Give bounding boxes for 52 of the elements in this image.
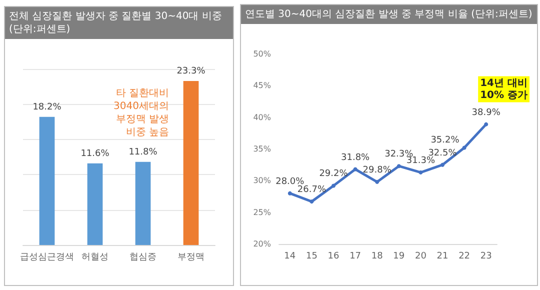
bar xyxy=(135,162,151,245)
y-tick-label: 40% xyxy=(253,112,272,122)
x-tick-label: 22 xyxy=(458,252,470,262)
y-tick-label: 20% xyxy=(253,240,272,248)
data-label: 26.7% xyxy=(297,185,326,196)
y-tick-label: 30% xyxy=(253,176,272,186)
x-tick-label: 급성심근경색 xyxy=(20,252,74,262)
bar xyxy=(39,116,55,245)
x-tick-label: 23 xyxy=(480,252,492,262)
chart-subtitle: (단위:퍼센트) xyxy=(9,24,70,35)
data-label: 23.3% xyxy=(176,66,206,76)
x-tick-label: 15 xyxy=(306,252,318,262)
x-tick-label: 17 xyxy=(350,252,362,262)
data-label: 11.6% xyxy=(80,148,110,159)
point xyxy=(418,170,423,174)
point xyxy=(288,191,292,196)
x-tick-label: 14 xyxy=(284,252,296,262)
point xyxy=(353,167,358,172)
x-tick-label: 협심증 xyxy=(130,252,156,262)
x-tick-label: 허혈성 xyxy=(82,252,108,262)
x-tick-label: 21 xyxy=(436,252,448,262)
y-tick-label: 25% xyxy=(253,208,272,217)
y-tick-label: 35% xyxy=(253,144,272,154)
data-label: 31.8% xyxy=(341,152,370,163)
data-label: 31.3% xyxy=(406,156,436,166)
x-tick-label: 20 xyxy=(414,252,427,262)
data-label: 29.2% xyxy=(319,169,348,180)
point xyxy=(310,200,314,204)
y-tick-label: 45% xyxy=(253,81,272,90)
x-tick-label: 16 xyxy=(328,252,340,262)
x-tick-label: 18 xyxy=(371,252,384,262)
point xyxy=(484,122,488,126)
bar xyxy=(183,80,199,245)
annotation: 14년 대비 10% 증가 xyxy=(480,78,528,101)
y-tick-label: 50% xyxy=(253,50,272,58)
chart-title: 연도별 30~40대의 심장질환 발생 중 부정맥 비율 xyxy=(245,9,468,20)
data-label: 18.2% xyxy=(32,102,62,112)
data-label: 11.8% xyxy=(128,147,158,158)
data-label: 38.9% xyxy=(472,108,501,118)
point xyxy=(375,180,380,184)
annotation: 타 질환대비 3040세대의 부정맥 발생 비중 높음 xyxy=(114,88,169,138)
data-label: 29.8% xyxy=(362,165,392,176)
bar xyxy=(87,163,103,245)
point xyxy=(332,184,336,188)
point xyxy=(440,162,444,167)
point xyxy=(462,146,466,150)
chart-title: 전체 심장질환 발생자 중 질환별 30~40대 비중 xyxy=(9,11,222,22)
point xyxy=(396,164,401,168)
chart-subtitle: (단위:퍼센트) xyxy=(471,9,532,20)
x-tick-label: 부정맥 xyxy=(178,252,204,262)
data-label: 35.2% xyxy=(430,136,460,146)
x-tick-label: 19 xyxy=(393,252,405,262)
